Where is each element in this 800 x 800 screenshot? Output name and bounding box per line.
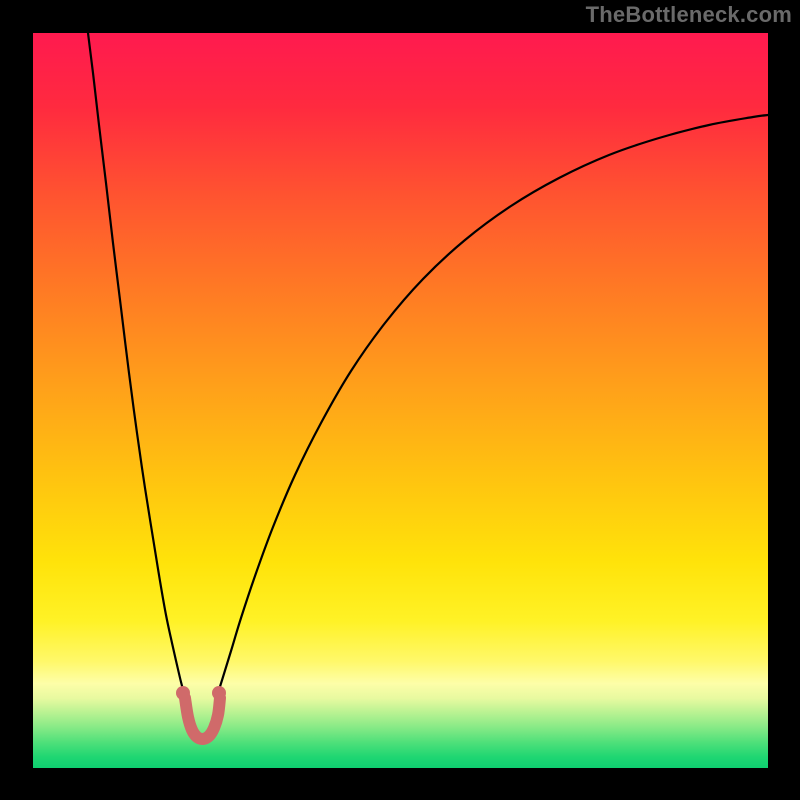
bottom-u-mark (185, 698, 220, 739)
chart-stage: TheBottleneck.com (0, 0, 800, 800)
curve-left (88, 33, 184, 693)
plot-area (33, 33, 768, 768)
watermark-text: TheBottleneck.com (586, 2, 792, 28)
bottom-dot-1 (212, 686, 226, 700)
bottom-dot-0 (176, 686, 190, 700)
curve-layer (33, 33, 768, 768)
curve-right (218, 115, 768, 693)
